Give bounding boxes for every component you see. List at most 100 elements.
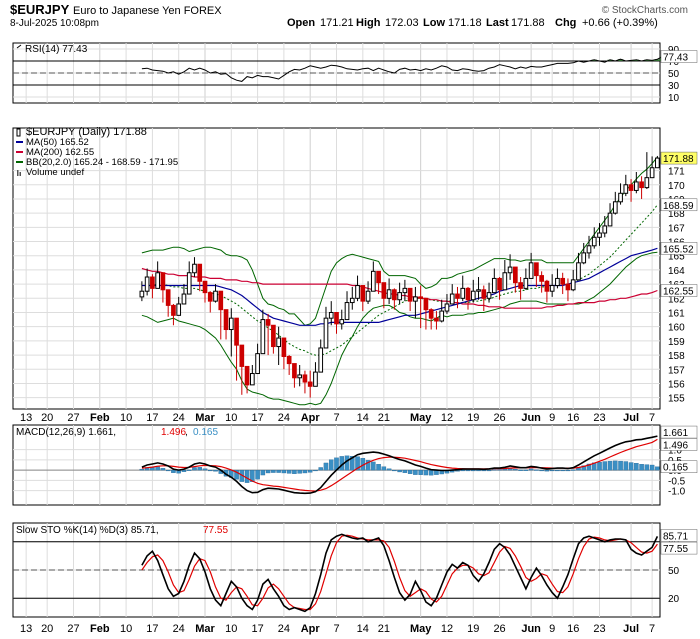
price-tick-label: 164 (668, 266, 685, 277)
candle-body (402, 287, 408, 294)
candle-body (355, 285, 360, 299)
stochastic-date-label: 12 (441, 623, 453, 635)
macd-histogram-bar (486, 469, 492, 472)
candle-body (392, 289, 397, 301)
candle-body (539, 275, 544, 282)
candle-body (381, 282, 387, 299)
price-date-label: Mar (195, 412, 215, 424)
candle-body (160, 272, 166, 291)
price-date-label: 13 (20, 412, 32, 424)
macd-histogram-bar (492, 469, 497, 471)
macd-histogram-bar (465, 469, 471, 472)
stochastic-date-label: Feb (90, 623, 110, 635)
legend-candle-swatch (16, 128, 21, 137)
hist-value-flag-label: 0.165 (663, 463, 688, 474)
quote-last-label: Last (486, 17, 509, 29)
candle-body (271, 324, 276, 348)
quote-open: 171.21 (320, 17, 354, 29)
candle-body (639, 181, 644, 189)
macd-histogram-bar (181, 469, 187, 472)
candle-body (150, 276, 155, 289)
macd-histogram-bar (250, 469, 255, 482)
candle-body (518, 282, 523, 289)
macd-histogram-bar (570, 469, 576, 471)
rsi-line (141, 56, 663, 82)
price-date-label: 17 (251, 412, 263, 424)
macd-histogram-bar (386, 468, 392, 471)
candle-body (481, 289, 487, 299)
macd-histogram-bar (613, 460, 618, 471)
macd-histogram-bar (513, 468, 518, 471)
stochastic-date-label: 14 (357, 623, 369, 635)
quote-high-label: High (356, 17, 381, 29)
rsi-value-flag (660, 50, 698, 63)
price-date-label: 16 (567, 412, 579, 424)
candle-body (523, 277, 529, 289)
candle-body (360, 285, 366, 302)
candle-body (249, 373, 255, 386)
ma200-value-flag (660, 284, 698, 297)
macd-histogram-bar (407, 469, 413, 474)
macd-histogram-bar (428, 469, 434, 476)
macd-histogram-bar (381, 466, 387, 471)
price-tick-label: 157 (668, 365, 685, 376)
candle-body (491, 277, 497, 294)
price-date-label: 7 (333, 412, 339, 424)
price-date-label: 24 (278, 412, 290, 424)
macd-histogram-bar (581, 465, 586, 471)
candle-body (460, 287, 466, 299)
price-tick-label: 160 (668, 323, 685, 334)
price-tick-label: 158 (668, 351, 685, 362)
macd-histogram-bar (549, 469, 555, 472)
candle-body (197, 263, 203, 282)
candle-body (428, 309, 434, 319)
macd-histogram-bar (313, 469, 318, 472)
macd-histogram-bar (234, 469, 239, 480)
quote-date: 8-Jul-2025 10:08pm (10, 18, 99, 29)
macd-histogram-bar (471, 469, 476, 472)
price-date-label: Apr (301, 412, 321, 424)
price-legend-item: MA(200) 162.55 (26, 147, 94, 158)
candle-body (213, 290, 218, 302)
hist-value-flag (660, 460, 698, 473)
price-date-label: 21 (378, 412, 390, 424)
price-legend-item: Volume undef (26, 167, 84, 178)
rsi-legend-icon (16, 44, 22, 49)
candle-body (607, 212, 613, 227)
stochastic-date-label: 7 (649, 623, 655, 635)
symbol-description: Euro to Japanese Yen FOREX (73, 5, 222, 17)
stochastic-tick-label: 50 (668, 566, 680, 577)
price-date-label: 14 (357, 412, 369, 424)
candle-body (591, 236, 597, 247)
candle-body (297, 374, 303, 379)
price-date-label: 27 (67, 412, 79, 424)
macd-histogram-bar (497, 469, 502, 471)
candle-body (313, 371, 318, 387)
header-svg: $EURJPY Euro to Japanese Yen FOREX © Sto… (10, 2, 688, 29)
candle-body (302, 374, 308, 383)
candle-body (434, 317, 439, 322)
candle-body (334, 311, 339, 325)
macd-histogram-bar (402, 469, 408, 473)
candle-body (528, 262, 534, 279)
macd-histogram-bar (565, 469, 571, 472)
price-legend-item: $EURJPY (Daily) 171.88 (26, 126, 147, 138)
candle-body (649, 167, 655, 179)
candle-body (555, 277, 560, 287)
price-tick-label: 161 (668, 308, 685, 319)
stochastic-date-label: 20 (41, 623, 53, 635)
candle-body (181, 293, 187, 305)
macd-histogram-bar (292, 469, 297, 474)
stochastic-date-label: 21 (378, 623, 390, 635)
candle-body (344, 302, 350, 321)
macd-histogram-bar (302, 469, 308, 474)
macd-histogram-bar (155, 466, 160, 471)
candle-body (171, 304, 176, 316)
macd-histogram-bar (534, 469, 539, 471)
macd-histogram-bar (197, 467, 202, 471)
quote-high: 172.03 (385, 17, 419, 29)
price-tick-label: 159 (668, 337, 685, 348)
ma50-value-flag-label: 165.52 (663, 244, 694, 255)
candle-body (455, 293, 460, 299)
macd-histogram-bar (523, 469, 529, 471)
